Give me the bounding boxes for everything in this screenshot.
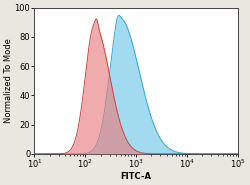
X-axis label: FITC-A: FITC-A (121, 172, 152, 181)
Y-axis label: Normalized To Mode: Normalized To Mode (4, 38, 13, 123)
